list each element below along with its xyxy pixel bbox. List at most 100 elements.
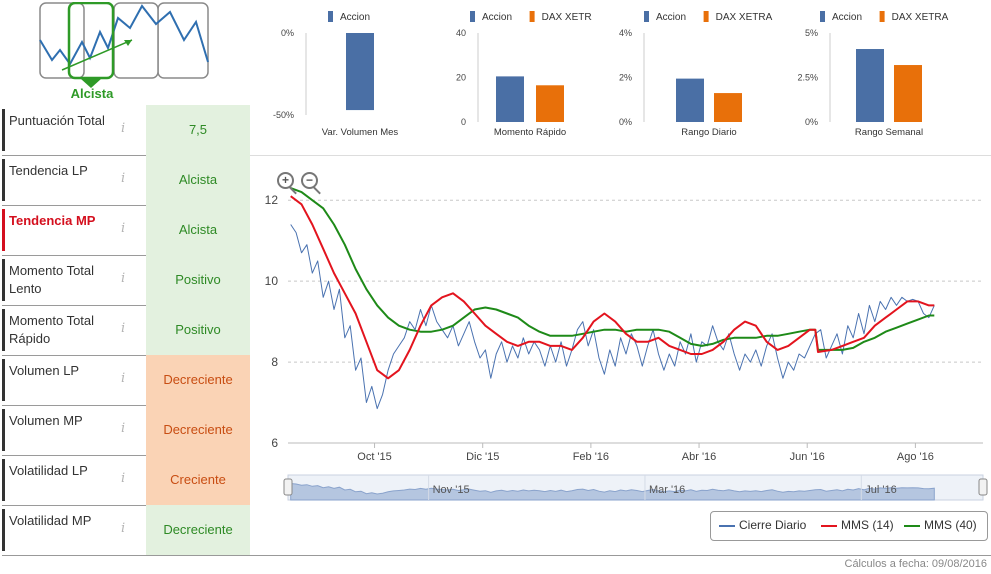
row-marker xyxy=(2,359,5,401)
legend-swatch-icon xyxy=(529,11,535,22)
bar-accion[interactable] xyxy=(346,33,374,111)
mini-chart-momento-rapido: Accion DAX XETRA 40 20 0 Momento Rápido xyxy=(456,11,592,138)
legend-label: MMS (40) xyxy=(924,518,977,532)
bar-dax-xetra[interactable] xyxy=(536,85,564,122)
legend-line-icon xyxy=(904,524,920,527)
info-icon[interactable]: i xyxy=(121,321,126,336)
navigator-label: Jul '16 xyxy=(865,484,896,496)
score-row: Tendencia LP i Alcista xyxy=(2,155,250,206)
bar-dax-xetra[interactable] xyxy=(714,93,742,122)
row-marker xyxy=(2,109,5,151)
row-label: Momento Total Lento xyxy=(9,263,95,296)
bar-dax-xetra[interactable] xyxy=(894,65,922,122)
row-marker xyxy=(2,159,5,201)
legend-swatch-icon xyxy=(820,11,825,22)
price-chart[interactable]: 12 10 8 6 Oct '15 Dic '15 Feb '16 Abr '16 Jun '1… xyxy=(250,155,991,555)
tick-label: 2.5% xyxy=(797,73,818,83)
tick-label: 0% xyxy=(619,117,632,127)
bar-accion[interactable] xyxy=(856,49,884,122)
info-icon[interactable]: i xyxy=(121,121,126,136)
score-row: Volatilidad MP i Decreciente xyxy=(2,505,250,556)
series-mms-40-[interactable] xyxy=(290,187,935,351)
x-tick-label: Ago '16 xyxy=(897,451,934,463)
footer-divider xyxy=(2,555,991,556)
legend-label: DAX XETRA xyxy=(716,12,773,23)
info-icon[interactable]: i xyxy=(121,221,126,236)
row-label: Volatilidad LP xyxy=(9,463,88,478)
score-row: Volumen MP i Decreciente xyxy=(2,405,250,456)
legend-label: MMS (14) xyxy=(841,518,894,532)
tick-label: 4% xyxy=(619,28,632,38)
row-value: Positivo xyxy=(146,305,250,355)
mini-chart-rango-semanal: Accion DAX XETRA 5% 2.5% 0% Rango Semanal xyxy=(797,11,949,138)
navigator-series xyxy=(290,482,935,501)
legend-item-cierre[interactable]: Cierre Diario xyxy=(719,518,806,532)
info-icon[interactable]: i xyxy=(121,271,126,286)
legend-line-icon xyxy=(821,524,837,527)
legend-swatch-icon xyxy=(879,11,885,22)
row-label: Puntuación Total xyxy=(9,113,105,128)
calc-date: Cálculos a fecha: 09/08/2016 xyxy=(844,558,988,570)
legend-label: Accion xyxy=(340,12,370,23)
trend-down-frame[interactable] xyxy=(39,2,85,79)
score-row: Puntuación Total i 7,5 xyxy=(2,105,250,156)
zoom-in-icon[interactable]: + xyxy=(277,172,294,189)
navigator-handle-right[interactable] xyxy=(978,478,988,496)
legend-swatch-icon xyxy=(328,11,333,22)
row-marker xyxy=(2,509,5,551)
mini-chart-title: Momento Rápido xyxy=(494,127,566,138)
score-row: Momento Total Rápido i Positivo xyxy=(2,305,250,356)
trend-label: Alcista xyxy=(70,86,114,101)
navigator-label: Mar '16 xyxy=(649,484,685,496)
bar-accion[interactable] xyxy=(676,78,704,122)
info-icon[interactable]: i xyxy=(121,471,126,486)
legend-swatch-icon xyxy=(703,11,709,22)
series-mms-14-[interactable] xyxy=(290,195,935,380)
x-tick-label: Oct '15 xyxy=(357,451,392,463)
mini-chart-title: Rango Semanal xyxy=(855,127,923,138)
tick-label: 0% xyxy=(281,28,294,38)
legend-label: Accion xyxy=(832,12,862,23)
bar-accion[interactable] xyxy=(496,76,524,122)
trend-icons xyxy=(39,1,209,88)
navigator-handle-left[interactable] xyxy=(283,478,293,496)
score-row: Tendencia MP i Alcista xyxy=(2,205,250,256)
legend-label: DAX XETRA xyxy=(542,12,592,23)
row-value: Alcista xyxy=(146,155,250,205)
legend-line-icon xyxy=(719,524,735,527)
row-marker xyxy=(2,459,5,501)
info-icon[interactable]: i xyxy=(121,421,126,436)
y-tick-label: 10 xyxy=(265,274,279,288)
legend-label: DAX XETRA xyxy=(892,12,949,23)
y-tick-label: 6 xyxy=(271,436,278,450)
row-value: Decreciente xyxy=(146,355,250,405)
score-row: Momento Total Lento i Positivo xyxy=(2,255,250,306)
trend-flat-frame[interactable] xyxy=(113,2,159,79)
row-label: Volatilidad MP xyxy=(9,513,92,528)
info-icon[interactable]: i xyxy=(121,371,126,386)
tick-label: 0 xyxy=(461,117,466,127)
legend-item-mms14[interactable]: MMS (14) xyxy=(821,518,894,532)
navigator-label: Nov '15 xyxy=(433,484,470,496)
tick-label: -50% xyxy=(273,110,294,120)
row-label: Tendencia LP xyxy=(9,163,88,178)
trend-side-frame[interactable] xyxy=(157,2,209,79)
mini-chart-var-volumen: Accion 0% -50% Var. Volumen Mes xyxy=(273,11,398,138)
info-icon[interactable]: i xyxy=(121,171,126,186)
series-cierre-diario[interactable] xyxy=(290,224,935,410)
x-tick-label: Feb '16 xyxy=(573,451,609,463)
legend-swatch-icon xyxy=(644,11,649,22)
score-row: Volatilidad LP i Creciente xyxy=(2,455,250,506)
legend-item-mms40[interactable]: MMS (40) xyxy=(904,518,977,532)
info-icon[interactable]: i xyxy=(121,521,126,536)
divider xyxy=(250,155,991,156)
row-label: Tendencia MP xyxy=(9,213,96,228)
row-label: Volumen LP xyxy=(9,363,80,378)
legend-label: Accion xyxy=(656,12,686,23)
zoom-out-icon[interactable]: − xyxy=(301,172,318,189)
row-value: 7,5 xyxy=(146,105,250,155)
trend-pointer-icon xyxy=(81,79,101,88)
trend-arrow-head-icon xyxy=(124,40,132,46)
y-tick-label: 8 xyxy=(271,355,278,369)
trend-up-frame-selected[interactable] xyxy=(67,1,115,80)
